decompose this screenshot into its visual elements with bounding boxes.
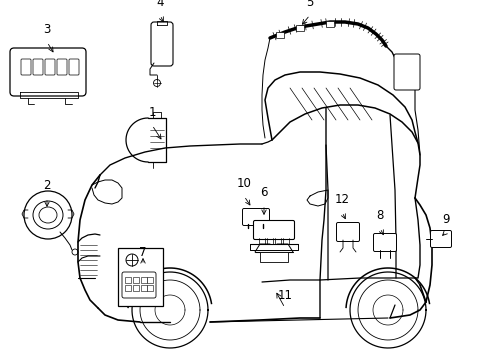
Bar (125, 285, 131, 291)
Text: 2: 2 (43, 179, 51, 192)
Text: 9: 9 (441, 213, 449, 226)
FancyBboxPatch shape (242, 208, 269, 225)
Bar (141, 277, 147, 283)
FancyBboxPatch shape (122, 272, 156, 298)
FancyBboxPatch shape (33, 59, 43, 75)
Bar (133, 277, 139, 283)
Text: 8: 8 (376, 209, 383, 222)
FancyBboxPatch shape (151, 22, 173, 66)
FancyBboxPatch shape (429, 230, 450, 248)
FancyBboxPatch shape (393, 54, 419, 90)
Text: 6: 6 (260, 186, 267, 199)
FancyBboxPatch shape (336, 222, 359, 242)
Bar (147, 285, 153, 291)
FancyBboxPatch shape (21, 59, 31, 75)
FancyBboxPatch shape (373, 234, 396, 252)
Bar (275, 32, 284, 38)
FancyBboxPatch shape (253, 220, 294, 239)
FancyBboxPatch shape (10, 48, 86, 96)
FancyBboxPatch shape (45, 59, 55, 75)
Text: 11: 11 (277, 289, 292, 302)
Bar (141, 285, 147, 291)
Text: 5: 5 (305, 0, 313, 9)
Text: 4: 4 (156, 0, 163, 9)
Text: 12: 12 (334, 193, 349, 206)
Text: 3: 3 (43, 23, 51, 36)
Bar (125, 277, 131, 283)
Text: 10: 10 (236, 177, 251, 190)
Bar (118, 248, 163, 306)
Bar (295, 25, 304, 31)
FancyBboxPatch shape (69, 59, 79, 75)
Text: 1: 1 (148, 106, 156, 119)
Bar (260, 252, 287, 262)
Text: 7: 7 (139, 246, 146, 259)
FancyBboxPatch shape (57, 59, 67, 75)
Bar (147, 277, 153, 283)
Bar (133, 285, 139, 291)
Bar (325, 21, 333, 27)
